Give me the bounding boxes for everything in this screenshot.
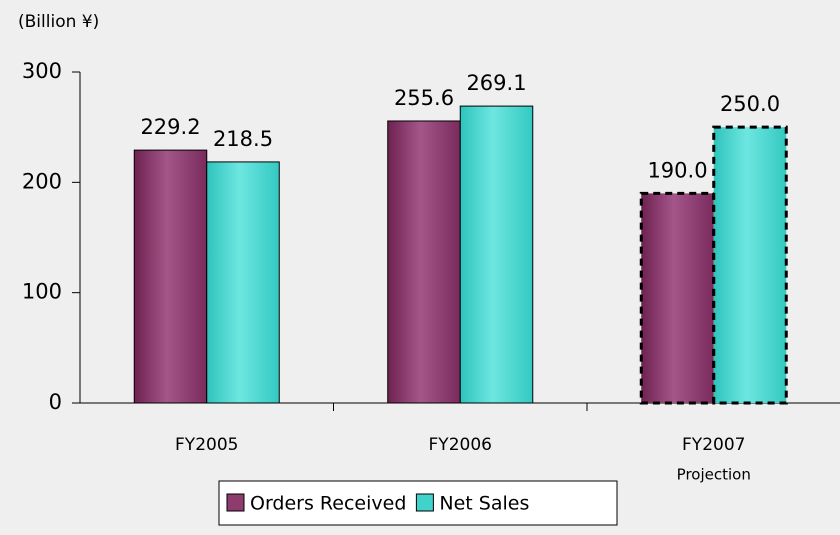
value-label: 269.1: [466, 71, 526, 95]
value-label: 255.6: [394, 86, 454, 110]
bar: [459, 105, 534, 404]
y-tick-label: 100: [22, 280, 62, 304]
legend: Orders Received Net Sales: [218, 480, 618, 526]
legend-swatch: [415, 493, 434, 512]
value-label: 250.0: [720, 92, 780, 116]
y-tick-label: 200: [22, 169, 62, 193]
annotation: Projection: [677, 466, 751, 484]
bar: [387, 120, 461, 404]
x-tick-label: FY2005: [175, 435, 238, 455]
y-axis-label: (Billion ¥): [18, 12, 99, 32]
value-label: 229.2: [140, 115, 200, 139]
legend-swatch: [226, 493, 245, 512]
y-tick-label: 0: [49, 390, 62, 414]
bar: [712, 125, 788, 405]
bar: [133, 149, 208, 404]
value-label: 190.0: [647, 158, 707, 182]
value-label: 218.5: [213, 127, 273, 151]
bar: [639, 191, 716, 405]
x-tick-label: FY2006: [429, 435, 492, 455]
bar: [206, 161, 280, 404]
legend-label: Net Sales: [439, 493, 529, 515]
legend-label: Orders Received: [250, 493, 406, 515]
x-tick-label: FY2007: [682, 435, 745, 455]
y-tick-label: 300: [22, 59, 62, 83]
